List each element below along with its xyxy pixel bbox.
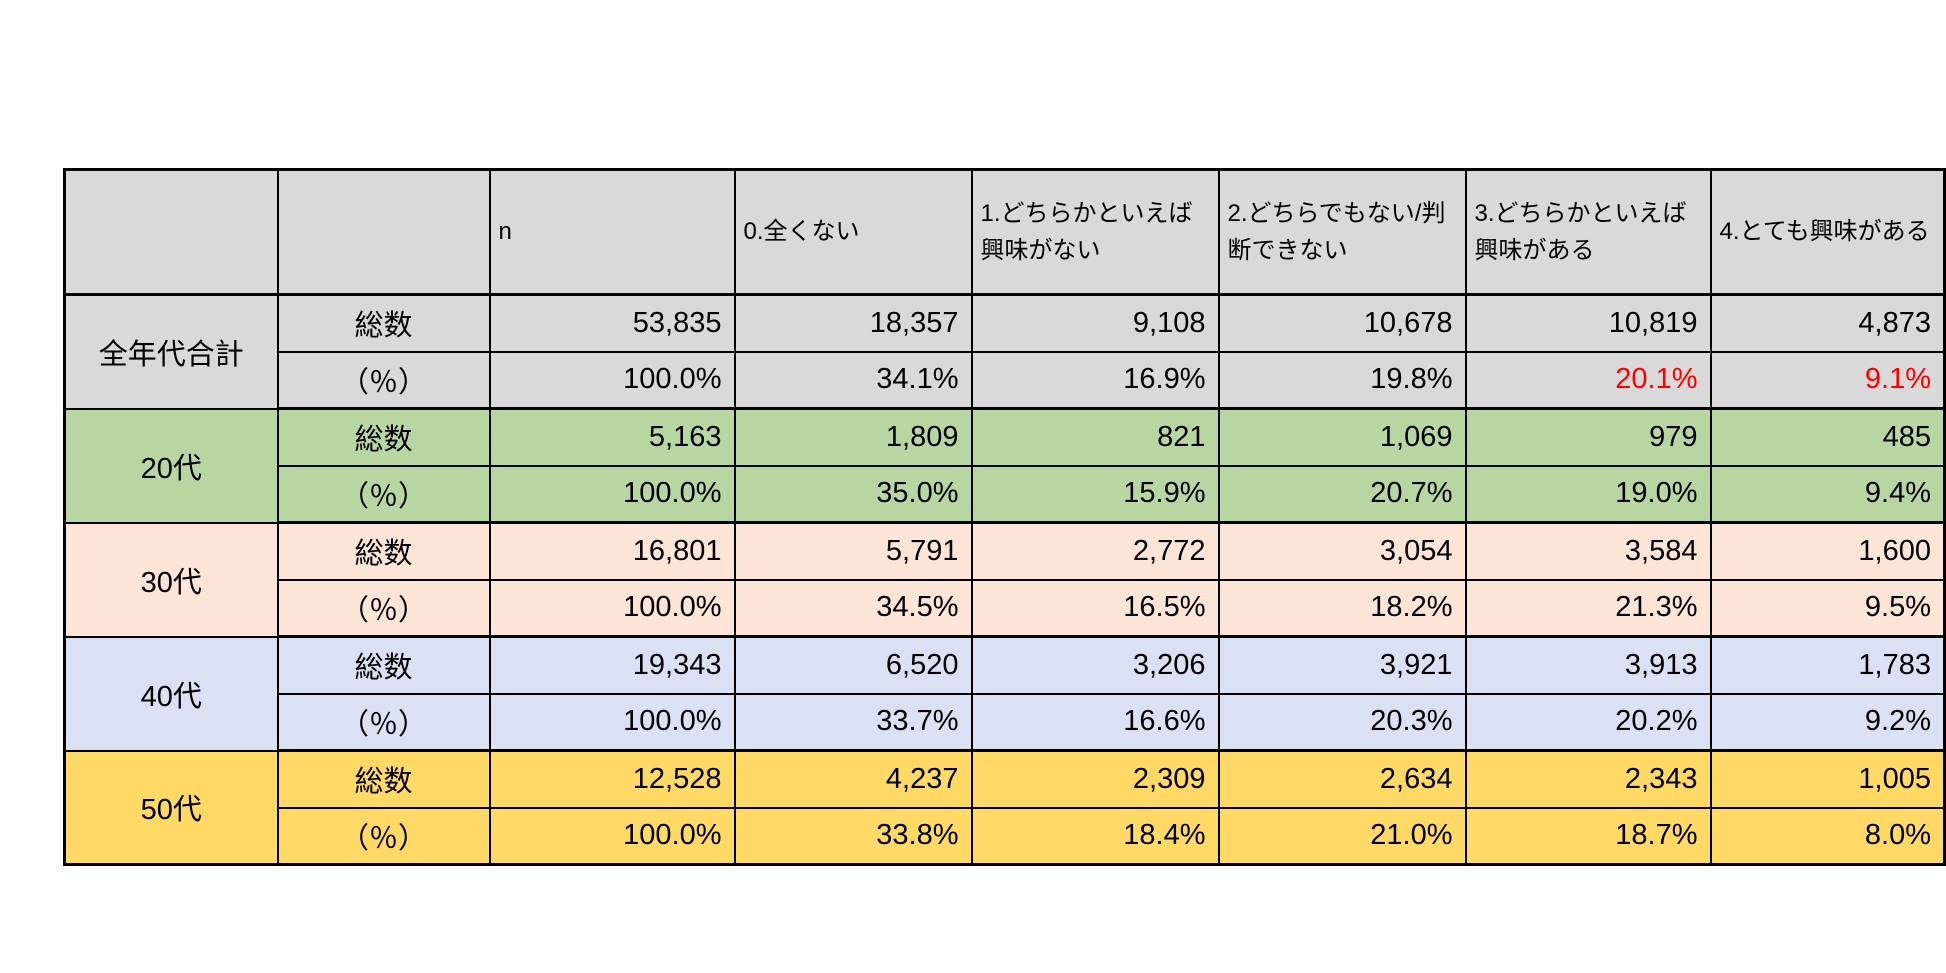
cell-percent-value: 18.2% (1217, 578, 1467, 638)
cell-total-value: 979 (1464, 407, 1712, 466)
cell-total-value: 18,357 (733, 293, 973, 352)
group-label-all-ages: 全年代合計 (63, 293, 279, 409)
cell-percent-value: 20.3% (1217, 692, 1467, 752)
survey-crosstab-table: n 0.全くない 1.どちらかといえば興味がない 2.どちらでもない/判断できな… (63, 168, 1946, 866)
header-answer-2: 2.どちらでもない/判断できない (1217, 168, 1467, 296)
cell-total-value: 10,819 (1464, 293, 1712, 352)
cell-percent-value: 8.0% (1709, 806, 1946, 866)
cell-total-value: 1,069 (1217, 407, 1467, 466)
header-blank-group-col (63, 168, 279, 296)
cell-total-value: 3,921 (1217, 635, 1467, 694)
cell-percent-value: 19.8% (1217, 350, 1467, 410)
cell-total-value: 9,108 (970, 293, 1220, 352)
cell-percent-value: 35.0% (733, 464, 973, 524)
cell-percent-value: 21.3% (1464, 578, 1712, 638)
measure-label-percent: （％） (276, 350, 491, 410)
group-label-30s: 30代 (63, 521, 279, 637)
cell-percent-value: 16.9% (970, 350, 1220, 410)
cell-total-value: 10,678 (1217, 293, 1467, 352)
cell-total-value: 1,600 (1709, 521, 1946, 580)
cell-percent-value: 100.0% (488, 692, 736, 752)
cell-total-value: 2,634 (1217, 749, 1467, 808)
cell-percent-value: 15.9% (970, 464, 1220, 524)
cell-total-value: 1,783 (1709, 635, 1946, 694)
cell-total-value: 4,237 (733, 749, 973, 808)
cell-percent-value: 21.0% (1217, 806, 1467, 866)
cell-percent-value: 20.1% (1464, 350, 1712, 410)
measure-label-percent: （％） (276, 692, 491, 752)
row-all-ages-percent: （％） 100.0% 34.1% 16.9% 19.8% 20.1% 9.1% (65, 350, 1946, 410)
cell-total-value: 12,528 (488, 749, 736, 808)
cell-total-value: 19,343 (488, 635, 736, 694)
cell-percent-value: 19.0% (1464, 464, 1712, 524)
cell-total-value: 6,520 (733, 635, 973, 694)
cell-percent-value: 18.4% (970, 806, 1220, 866)
cell-total-value: 2,772 (970, 521, 1220, 580)
cell-percent-value: 16.5% (970, 578, 1220, 638)
cell-percent-value: 100.0% (488, 464, 736, 524)
row-30s-percent: （％） 100.0% 34.5% 16.5% 18.2% 21.3% 9.5% (65, 578, 1946, 638)
row-20s-total: 20代 総数 5,163 1,809 821 1,069 979 485 (63, 407, 1946, 523)
cell-percent-value: 100.0% (488, 578, 736, 638)
measure-label-percent: （％） (276, 806, 491, 866)
cell-percent-value: 33.7% (733, 692, 973, 752)
cell-total-value: 5,163 (488, 407, 736, 466)
measure-label-percent: （％） (276, 464, 491, 524)
cell-total-value: 485 (1709, 407, 1946, 466)
cell-total-value: 3,206 (970, 635, 1220, 694)
measure-label-total: 総数 (276, 293, 491, 352)
cell-percent-value: 100.0% (488, 350, 736, 410)
row-20s-percent: （％） 100.0% 35.0% 15.9% 20.7% 19.0% 9.4% (65, 464, 1946, 524)
row-40s-total: 40代 総数 19,343 6,520 3,206 3,921 3,913 1,783 (63, 635, 1946, 751)
row-30s-total: 30代 総数 16,801 5,791 2,772 3,054 3,584 1,600 (63, 521, 1946, 637)
cell-percent-value: 9.4% (1709, 464, 1946, 524)
cell-total-value: 53,835 (488, 293, 736, 352)
header-answer-4: 4.とても興味がある (1709, 168, 1946, 296)
cell-total-value: 4,873 (1709, 293, 1946, 352)
cell-percent-value: 9.5% (1709, 578, 1946, 638)
measure-label-total: 総数 (276, 749, 491, 808)
cell-total-value: 16,801 (488, 521, 736, 580)
cell-percent-value: 20.2% (1464, 692, 1712, 752)
cell-total-value: 3,913 (1464, 635, 1712, 694)
header-row: n 0.全くない 1.どちらかといえば興味がない 2.どちらでもない/判断できな… (63, 168, 1946, 296)
group-label-50s: 50代 (63, 749, 279, 865)
cell-total-value: 1,809 (733, 407, 973, 466)
cell-total-value: 2,309 (970, 749, 1220, 808)
cell-percent-value: 34.5% (733, 578, 973, 638)
cell-total-value: 2,343 (1464, 749, 1712, 808)
row-all-ages-total: 全年代合計 総数 53,835 18,357 9,108 10,678 10,819 4,87… (63, 293, 1946, 409)
cell-percent-value: 9.1% (1709, 350, 1946, 410)
cell-total-value: 1,005 (1709, 749, 1946, 808)
cell-total-value: 3,584 (1464, 521, 1712, 580)
measure-label-total: 総数 (276, 521, 491, 580)
row-50s-total: 50代 総数 12,528 4,237 2,309 2,634 2,343 1,005 (63, 749, 1946, 865)
cell-total-value: 821 (970, 407, 1220, 466)
measure-label-total: 総数 (276, 407, 491, 466)
header-answer-3: 3.どちらかといえば興味がある (1464, 168, 1712, 296)
cell-total-value: 5,791 (733, 521, 973, 580)
measure-label-total: 総数 (276, 635, 491, 694)
measure-label-percent: （％） (276, 578, 491, 638)
cell-percent-value: 100.0% (488, 806, 736, 866)
cell-percent-value: 20.7% (1217, 464, 1467, 524)
cell-percent-value: 9.2% (1709, 692, 1946, 752)
group-label-40s: 40代 (63, 635, 279, 751)
cell-percent-value: 16.6% (970, 692, 1220, 752)
group-label-20s: 20代 (63, 407, 279, 523)
header-answer-0: 0.全くない (733, 168, 973, 296)
cell-total-value: 3,054 (1217, 521, 1467, 580)
cell-percent-value: 34.1% (733, 350, 973, 410)
row-50s-percent: （％） 100.0% 33.8% 18.4% 21.0% 18.7% 8.0% (65, 806, 1946, 866)
row-40s-percent: （％） 100.0% 33.7% 16.6% 20.3% 20.2% 9.2% (65, 692, 1946, 752)
header-blank-measure-col (276, 168, 491, 296)
cell-percent-value: 33.8% (733, 806, 973, 866)
header-n: n (488, 168, 736, 296)
cell-percent-value: 18.7% (1464, 806, 1712, 866)
header-answer-1: 1.どちらかといえば興味がない (970, 168, 1220, 296)
